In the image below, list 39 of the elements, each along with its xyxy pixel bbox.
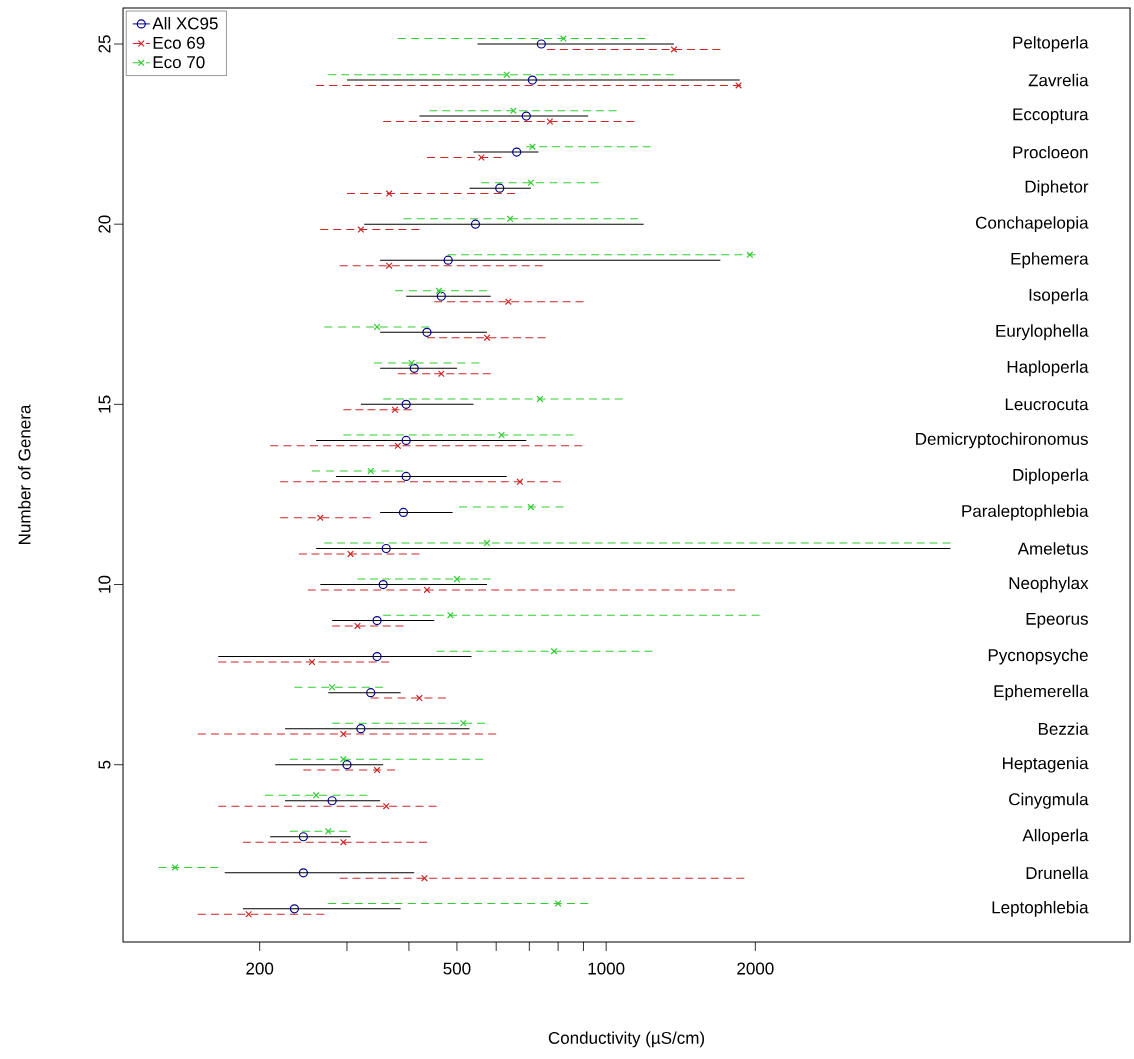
annotation: Isoperla xyxy=(1029,288,1089,305)
legend-label: Eco 69 xyxy=(153,36,205,49)
x-tick-label: 200 xyxy=(246,962,274,975)
y-tick-label: 10 xyxy=(98,575,111,593)
y-axis-title: Number of Genera xyxy=(18,404,31,544)
annotation: Diphetor xyxy=(1025,180,1089,197)
annotation: Pycnopsyche xyxy=(988,648,1088,665)
annotation: Conchapelopia xyxy=(976,216,1089,233)
annotation: Cinygmula xyxy=(1009,792,1089,809)
x-axis-title: Conductivity (µS/cm) xyxy=(548,1031,705,1048)
annotation: Eurylophella xyxy=(996,324,1089,341)
annotation: Zavrelia xyxy=(1028,73,1089,87)
annotation: Demicryptochironomus xyxy=(916,432,1088,449)
x-tick-label: 2000 xyxy=(737,962,774,975)
y-tick-label: 5 xyxy=(98,760,111,769)
legend-label: Eco 70 xyxy=(153,56,205,69)
annotation: Bezzia xyxy=(1038,722,1089,735)
annotation: Ephemerella xyxy=(994,684,1089,701)
annotation: Leptophlebia xyxy=(992,900,1089,917)
annotation: Eccoptura xyxy=(1013,108,1089,124)
x-tick-label: 1000 xyxy=(588,962,625,975)
annotation: Paraleptophlebia xyxy=(962,504,1089,521)
x-tick-label: 500 xyxy=(443,962,471,975)
y-tick-label: 20 xyxy=(98,215,111,233)
annotation: Alloperla xyxy=(1022,828,1089,845)
annotation: Peltoperla xyxy=(1013,36,1089,52)
annotation: Ephemera xyxy=(1011,252,1089,269)
annotation: Epeorus xyxy=(1026,612,1088,629)
legend-label: All XC95 xyxy=(152,17,218,30)
annotation: Haploperla xyxy=(1007,360,1089,377)
y-tick-label: 15 xyxy=(98,395,111,413)
annotation: Drunella xyxy=(1026,866,1089,880)
annotation: Diploperla xyxy=(1013,468,1089,485)
annotation: Leucrocuta xyxy=(1005,398,1089,411)
y-tick-label: 25 xyxy=(98,35,111,53)
annotation: Procloeon xyxy=(1013,145,1088,159)
annotation: Heptagenia xyxy=(1003,756,1089,773)
annotation: Ameletus xyxy=(1017,542,1088,555)
annotation: Neophylax xyxy=(1009,576,1089,593)
